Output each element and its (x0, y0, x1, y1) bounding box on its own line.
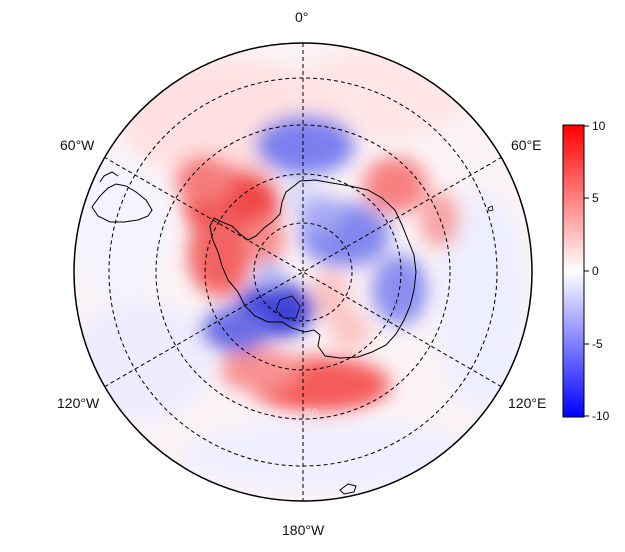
colorbar-tick-label: 10 (592, 119, 606, 133)
south-america-tip (91, 183, 153, 223)
antarctica-coastline (209, 179, 417, 359)
faint-ring-label: 60 (305, 406, 319, 420)
ross-ice-shelf-outline (275, 295, 301, 319)
colorbar-gradient (562, 124, 585, 418)
colorbar-tick-label: -5 (592, 337, 603, 351)
colorbar-tick-label: -10 (592, 409, 610, 423)
lon-label-120w: 120°W (57, 395, 100, 411)
lon-label-120e: 120°E (508, 395, 547, 411)
colorbar-tick-label: 0 (592, 264, 599, 278)
lon-label-60w: 60°W (60, 137, 95, 153)
colorbar-ticks (584, 125, 589, 417)
lon-label-0: 0° (295, 9, 309, 25)
meridians (103, 43, 503, 501)
anomaly-field (74, 43, 532, 501)
map-boundary (73, 42, 533, 502)
lon-label-180w: 180°W (282, 522, 325, 538)
colorbar-tick-label: 5 (592, 191, 599, 205)
new-zealand-island (339, 483, 357, 495)
lon-label-60e: 60°E (511, 137, 542, 153)
south-america-coast-north (99, 171, 119, 183)
subantarctic-island (487, 205, 494, 212)
